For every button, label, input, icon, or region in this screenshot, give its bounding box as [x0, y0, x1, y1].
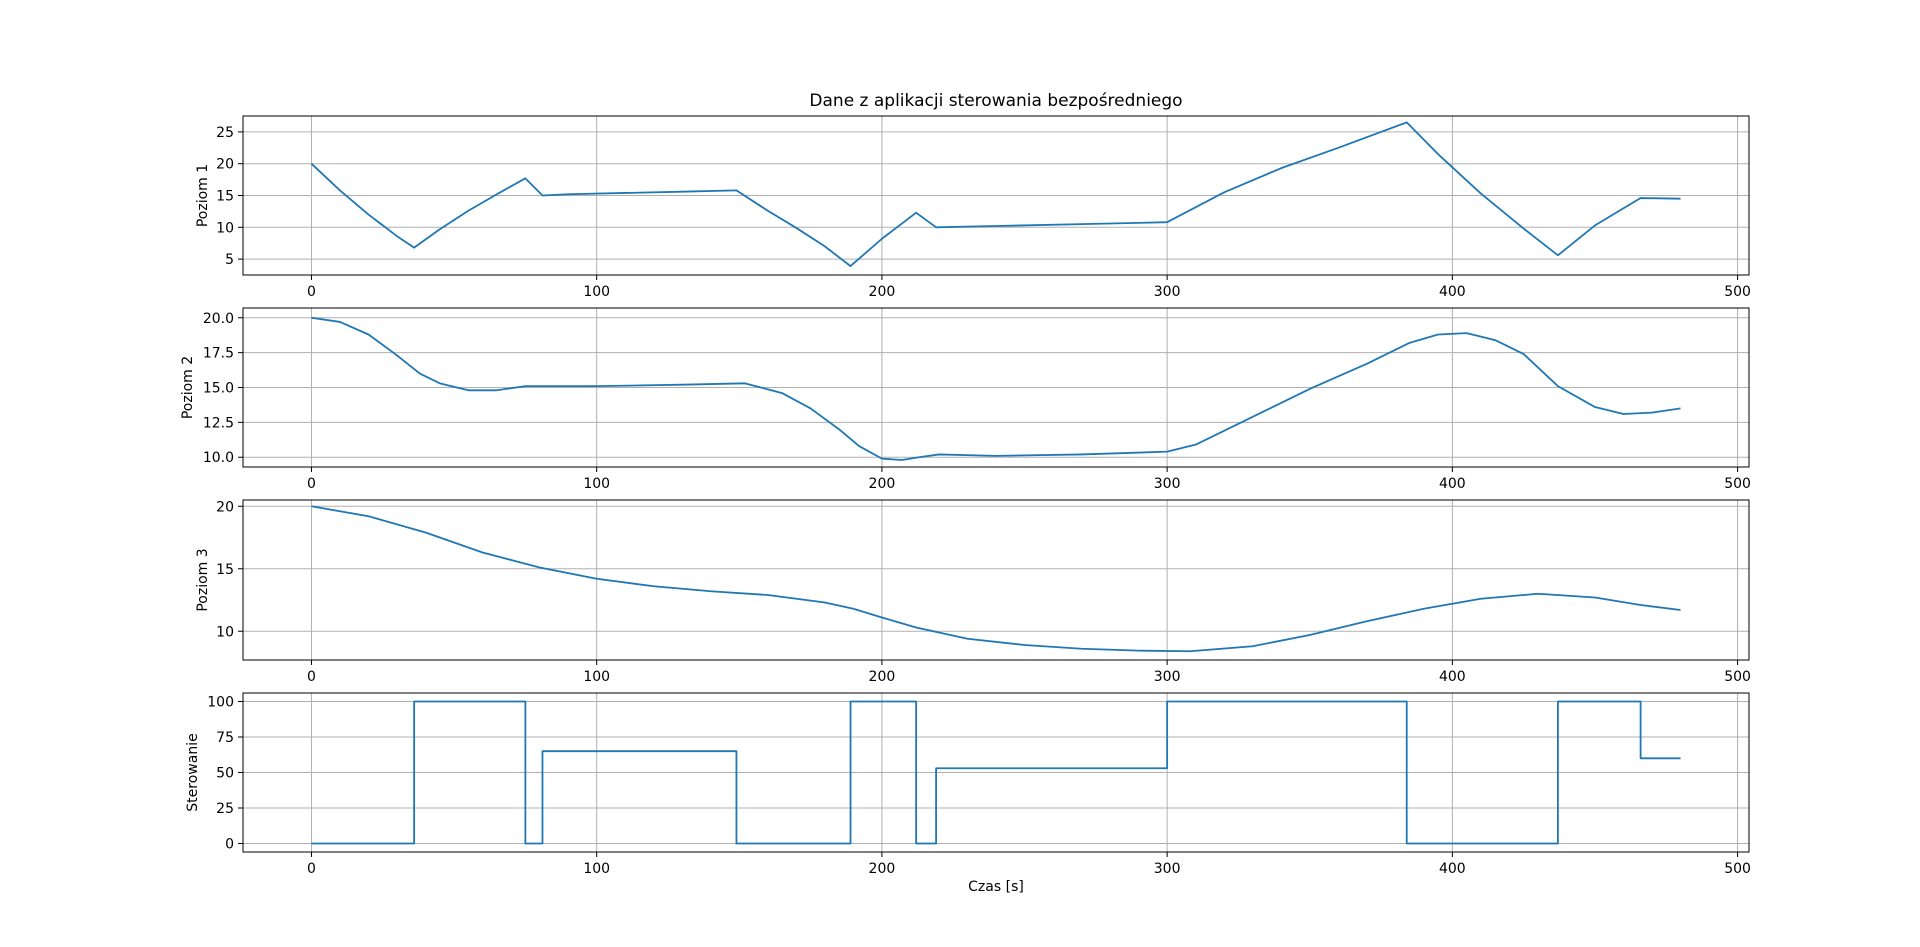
y-axis-label-1: Poziom 1	[195, 164, 211, 227]
y-tick-label: 25	[216, 801, 234, 817]
x-tick-label: 200	[869, 861, 896, 877]
y-tick-label: 5	[225, 252, 234, 268]
y-tick-label: 10	[216, 624, 234, 640]
y-axis-label-2: Poziom 2	[180, 356, 196, 419]
x-tick-label: 500	[1724, 669, 1751, 685]
x-tick-label: 300	[1154, 284, 1181, 300]
y-tick-label: 15.0	[203, 381, 234, 397]
x-tick-label: 0	[307, 284, 316, 300]
y-tick-label: 20	[216, 157, 234, 173]
x-tick-label: 200	[869, 284, 896, 300]
y-tick-label: 25	[216, 125, 234, 141]
y-tick-label: 15	[216, 562, 234, 578]
x-tick-label: 300	[1154, 669, 1181, 685]
y-tick-label: 75	[216, 730, 234, 746]
y-tick-label: 20	[216, 499, 234, 515]
x-tick-label: 500	[1724, 284, 1751, 300]
x-tick-label: 100	[583, 861, 610, 877]
series-line-4	[311, 700, 1681, 845]
series-line-3	[311, 505, 1681, 653]
figure-title: Dane z aplikacji sterowania bezpośrednie…	[809, 91, 1182, 111]
y-axis-label-3: Poziom 3	[195, 548, 211, 611]
x-tick-label: 400	[1439, 476, 1466, 492]
y-tick-label: 50	[216, 766, 234, 782]
y-tick-label: 10	[216, 220, 234, 236]
x-tick-label: 400	[1439, 284, 1466, 300]
subplot-1: 0 100 200 300 400 500 5 10 15 20 25 Poziom 1	[195, 115, 1751, 300]
y-tick-label: 20.0	[203, 311, 234, 327]
x-tick-label: 100	[583, 476, 610, 492]
x-tick-label: 200	[869, 476, 896, 492]
x-tick-label: 0	[307, 861, 316, 877]
subplot-4: 0 100 200 300 400 500 0 25 50 75 100 Sterowanie Czas…	[185, 692, 1751, 895]
y-tick-label: 17.5	[203, 346, 234, 362]
x-tick-label: 200	[869, 669, 896, 685]
x-tick-label: 0	[307, 476, 316, 492]
subplot-3: 0 100 200 300 400 500 10 15 20 Poziom 3	[195, 499, 1751, 685]
y-tick-label: 100	[207, 695, 234, 711]
x-tick-label: 400	[1439, 861, 1466, 877]
subplot-2: 0 100 200 300 400 500 10.0 12.5 15.0 17.5 20.0 Pozi…	[180, 307, 1751, 492]
x-tick-label: 500	[1724, 861, 1751, 877]
y-tick-label: 15	[216, 189, 234, 205]
y-tick-label: 10.0	[203, 450, 234, 466]
series-line-1	[310, 121, 1681, 268]
x-tick-label: 100	[583, 284, 610, 300]
x-tick-label: 100	[583, 669, 610, 685]
axes-frame-3	[242, 499, 1750, 661]
x-tick-label: 300	[1154, 476, 1181, 492]
y-tick-label: 12.5	[203, 415, 234, 431]
series-line-2	[311, 316, 1681, 461]
x-tick-label: 500	[1724, 476, 1751, 492]
x-tick-label: 400	[1439, 669, 1466, 685]
y-axis-label-4: Sterowanie	[185, 733, 201, 811]
y-tick-label: 0	[225, 836, 234, 852]
x-tick-label: 300	[1154, 861, 1181, 877]
x-tick-label: 0	[307, 669, 316, 685]
x-axis-label: Czas [s]	[968, 879, 1024, 895]
